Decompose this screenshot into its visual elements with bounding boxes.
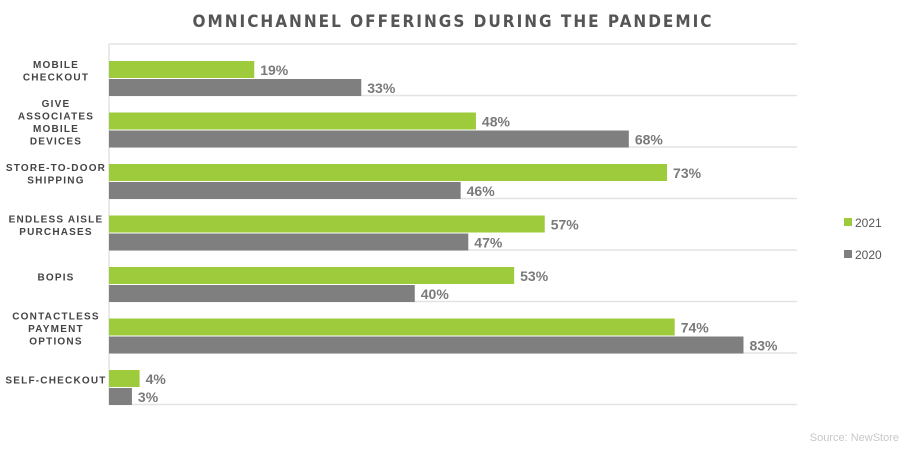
category-label: OPTIONS	[29, 336, 82, 347]
data-label-2020: 40%	[421, 286, 450, 302]
category-label: ENDLESS AISLE	[9, 215, 104, 226]
bar-2020	[109, 388, 132, 405]
bar-2020	[109, 336, 744, 354]
category-label: GIVE	[42, 99, 71, 110]
bar-2021	[109, 164, 668, 181]
data-label-2021: 53%	[520, 268, 549, 284]
data-label-2020: 68%	[635, 132, 664, 148]
data-label-2021: 74%	[681, 320, 710, 336]
data-label-2021: 57%	[551, 217, 580, 233]
bar-2021	[109, 267, 515, 284]
bar-2020	[109, 233, 469, 251]
bar-2021	[109, 318, 675, 336]
legend-swatch-2021	[844, 218, 852, 226]
data-label-2020: 3%	[138, 389, 159, 405]
category-labels: MOBILECHECKOUTGIVEASSOCIATESMOBILEDEVICE…	[5, 60, 106, 386]
data-label-2020: 46%	[467, 183, 496, 199]
category-label: CONTACTLESS	[12, 311, 99, 322]
chart-title: OMNICHANNEL OFFERINGS DURING THE PANDEMI…	[192, 12, 713, 32]
bar-2021	[109, 215, 545, 233]
bar-2021	[109, 61, 255, 78]
data-label-2021: 19%	[260, 62, 289, 78]
category-label: DEVICES	[30, 137, 82, 148]
category-label: CHECKOUT	[23, 73, 89, 84]
data-label-2021: 4%	[146, 371, 167, 387]
legend-label-2020: 2020	[855, 248, 882, 262]
legend: 2021 2020	[844, 216, 882, 262]
bar-2020	[109, 182, 461, 199]
bars: 19% 33% 48% 68% 73% 46% 57% 47% 53% 40% 74% 83% 4% 3%	[109, 61, 778, 405]
legend-label-2021: 2021	[855, 216, 882, 230]
category-label: BOPIS	[37, 272, 74, 283]
data-label-2020: 33%	[367, 80, 396, 96]
data-label-2020: 47%	[474, 235, 503, 251]
data-label-2021: 48%	[482, 114, 511, 130]
legend-swatch-2020	[844, 250, 852, 258]
bar-2021	[109, 370, 140, 387]
bar-2020	[109, 79, 362, 96]
data-label-2020: 83%	[749, 338, 778, 354]
category-label: ASSOCIATES	[18, 112, 94, 123]
bar-2020	[109, 130, 629, 148]
category-label: MOBILE	[33, 60, 79, 71]
category-label: SELF-CHECKOUT	[5, 375, 106, 386]
category-label: STORE-TO-DOOR	[6, 163, 106, 174]
data-label-2021: 73%	[673, 165, 702, 181]
category-label: SHIPPING	[27, 176, 84, 187]
category-label: MOBILE	[33, 124, 79, 135]
category-label: PURCHASES	[19, 227, 93, 238]
bar-2020	[109, 285, 415, 302]
category-label: PAYMENT	[28, 324, 84, 335]
bar-2021	[109, 112, 476, 130]
source-note: Source: NewStore	[810, 432, 899, 444]
